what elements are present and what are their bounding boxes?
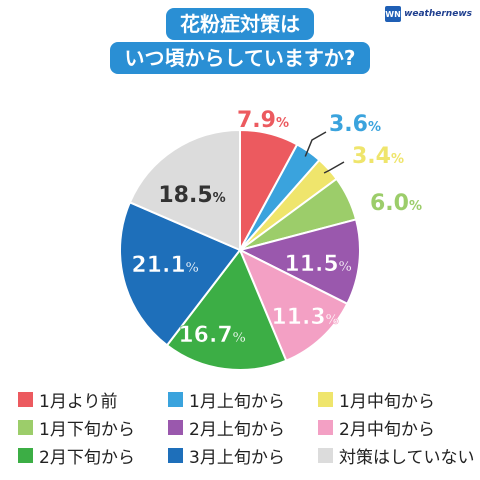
legend-item-1: 1月より前: [18, 388, 168, 412]
data-label-5: 11.5%: [284, 252, 351, 277]
legend-label: 1月上旬から: [189, 391, 285, 412]
legend-label: 1月下旬から: [39, 419, 135, 440]
title-line-2: いつ頃からしていますか?: [110, 42, 370, 74]
data-label-1: 7.9%: [237, 108, 289, 133]
legend-item-6: 2月中旬から: [318, 416, 478, 440]
legend-swatch: [168, 391, 183, 407]
legend-item-7: 2月下旬から: [18, 444, 168, 468]
legend-item-9: 対策はしていない: [318, 444, 478, 468]
legend-label: 1月より前: [39, 391, 118, 412]
pie-slice-9: [128, 128, 241, 252]
pie-slice-6: [238, 247, 349, 363]
legend-item-8: 3月上旬から: [168, 444, 318, 468]
legend-item-3: 1月中旬から: [318, 388, 478, 412]
legend-swatch: [18, 391, 33, 407]
pie-slice-5: [237, 218, 361, 306]
legend-item-5: 2月上旬から: [168, 416, 318, 440]
legend-item-2: 1月上旬から: [168, 388, 318, 412]
logo-text: weathernews: [404, 9, 472, 19]
legend-label: 1月中旬から: [339, 391, 435, 412]
legend-swatch: [318, 447, 333, 463]
data-label-4: 6.0%: [370, 191, 422, 216]
legend-swatch: [318, 419, 333, 435]
leader-line-2: [323, 161, 345, 174]
data-label-2: 3.6%: [329, 112, 381, 137]
legend-swatch: [18, 419, 33, 435]
title-line-1: 花粉症対策は: [166, 8, 314, 40]
legend-item-4: 1月下旬から: [18, 416, 168, 440]
chart-title: 花粉症対策は いつ頃からしていますか?: [0, 6, 480, 74]
legend-label: 2月下旬から: [39, 447, 135, 468]
data-label-3: 3.4%: [352, 144, 404, 169]
legend-label: 2月上旬から: [189, 419, 285, 440]
legend-swatch: [18, 447, 33, 463]
legend: 1月より前 1月上旬から 1月中旬から 1月下旬から 2月上旬から 2月中旬から 2月下旬か…: [18, 388, 478, 468]
legend-label: 3月上旬から: [189, 447, 285, 468]
legend-swatch: [318, 391, 333, 407]
pie-slice-7: [165, 248, 288, 371]
logo-mark: WN: [385, 6, 402, 22]
legend-label: 対策はしていない: [339, 447, 475, 468]
legend-swatch: [168, 447, 183, 463]
leader-line-1: [304, 131, 327, 157]
legend-swatch: [168, 419, 183, 435]
legend-label: 2月中旬から: [339, 419, 435, 440]
weathernews-logo: WN weathernews: [385, 6, 472, 22]
